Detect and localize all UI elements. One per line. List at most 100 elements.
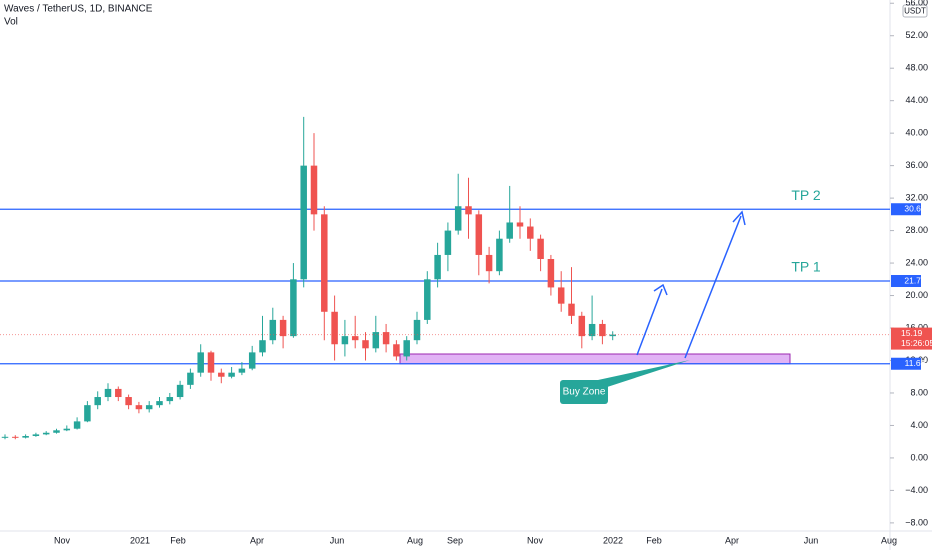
arrowhead	[653, 283, 668, 296]
candle-body	[104, 388, 112, 398]
level-price-label: 30.63	[904, 203, 926, 213]
y-tick-label: 24.00	[905, 257, 928, 267]
candle-body	[516, 222, 524, 227]
candle-body	[382, 332, 390, 345]
level-label: TP 2	[791, 187, 821, 203]
level-price-tag	[891, 357, 921, 370]
x-tick-label: Aug	[407, 535, 423, 545]
candle-body	[290, 279, 297, 337]
candle-body	[496, 238, 503, 272]
y-tick-label: −4.00	[905, 485, 928, 495]
candle-body	[228, 372, 235, 377]
y-tick-label: 32.00	[905, 192, 928, 202]
candle-body	[269, 319, 277, 341]
x-tick-label: Jun	[330, 535, 345, 545]
candle-body	[176, 384, 184, 398]
y-tick-label: 8.00	[910, 387, 928, 397]
candle-body	[32, 434, 40, 437]
callout-box	[560, 380, 608, 404]
x-tick-label: Aug	[881, 535, 897, 545]
level-label: TP 1	[791, 259, 821, 275]
candle-body	[115, 388, 122, 398]
y-tick-label: 40.00	[905, 128, 928, 138]
candle-body	[207, 352, 215, 373]
candle-body	[279, 319, 287, 337]
y-tick-label: 56.00	[905, 0, 928, 8]
candle-body	[156, 401, 163, 406]
x-tick-label: 2022	[603, 535, 623, 545]
y-tick-label: 36.00	[905, 160, 928, 170]
candle-body	[331, 311, 338, 345]
candle-body	[53, 430, 60, 433]
x-tick-label: 2021	[130, 535, 150, 545]
x-tick-label: Sep	[447, 535, 463, 545]
candle-body	[465, 206, 472, 215]
y-tick-label: 52.00	[905, 30, 928, 40]
candle-body	[599, 323, 606, 337]
y-tick-label: 16.00	[905, 322, 928, 332]
currency[interactable]: USDT	[904, 7, 926, 16]
level-price-label: 11.60	[905, 358, 926, 368]
candle-body	[63, 428, 71, 431]
y-tick-label: 20.00	[905, 290, 928, 300]
arrowhead	[732, 210, 746, 226]
candle-body	[238, 368, 246, 373]
x-tick-label: Apr	[250, 535, 264, 545]
candle-body	[527, 226, 534, 239]
candle-body	[372, 332, 380, 349]
candle-body	[125, 397, 132, 406]
candle-body	[310, 165, 318, 215]
candle-body	[557, 287, 565, 304]
candle-body	[578, 315, 586, 337]
candle-body	[166, 397, 174, 402]
candle-body	[1, 436, 9, 438]
candle-body	[341, 336, 349, 345]
candle-body	[300, 165, 307, 280]
candle-body	[218, 372, 225, 377]
countdown: 15:26:05	[901, 338, 932, 348]
candle-body	[197, 352, 204, 373]
y-tick-label: 0.00	[910, 452, 928, 462]
y-tick-label: 4.00	[910, 420, 928, 430]
candle-body	[187, 372, 194, 385]
candle-body	[248, 352, 256, 369]
candle-body	[434, 254, 441, 280]
arrow	[684, 215, 742, 359]
level-price-label: 21.79	[904, 275, 926, 285]
candle-body	[393, 344, 400, 357]
candle-body	[547, 259, 555, 288]
candle-body	[362, 340, 369, 349]
candle-body	[475, 214, 483, 255]
candle-body	[413, 319, 421, 341]
candle-body	[22, 436, 29, 438]
chart-title: Waves / TetherUS, 1D, BINANCE	[4, 4, 153, 15]
currency-box[interactable]	[902, 4, 928, 18]
candle-body	[135, 405, 143, 410]
x-tick-label: Nov	[527, 535, 544, 545]
y-tick-label: 28.00	[905, 225, 928, 235]
level-price-tag	[891, 203, 921, 216]
candle-body	[73, 421, 81, 429]
candle-body	[537, 238, 544, 260]
y-tick-label: −8.00	[905, 517, 928, 527]
x-tick-label: Nov	[54, 535, 71, 545]
x-tick-label: Apr	[725, 535, 739, 545]
candle-body	[42, 432, 50, 435]
callout-pointer	[598, 360, 690, 390]
candle-body	[454, 206, 462, 231]
y-tick-label: 48.00	[905, 63, 928, 73]
candle-body	[485, 254, 493, 272]
candle-body	[321, 214, 328, 312]
candle-body	[259, 340, 266, 353]
candle-body	[506, 222, 513, 239]
candle-body	[588, 323, 596, 337]
x-tick-label: Feb	[646, 535, 662, 545]
candle-body	[351, 336, 359, 341]
last-price-tag	[891, 327, 932, 350]
x-tick-label: Feb	[170, 535, 186, 545]
candle-body	[12, 436, 19, 438]
buy-zone	[399, 353, 791, 365]
candle-body	[145, 405, 153, 410]
